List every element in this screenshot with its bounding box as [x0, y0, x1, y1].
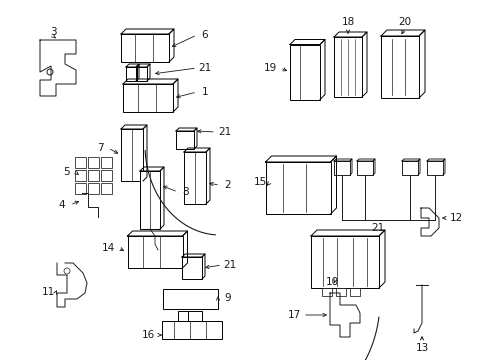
Text: 2: 2: [224, 180, 231, 190]
Bar: [349, 288, 359, 296]
Circle shape: [64, 268, 70, 274]
Text: 21: 21: [223, 260, 236, 270]
Text: 6: 6: [201, 30, 208, 40]
Bar: [333, 161, 349, 175]
Bar: [87, 170, 98, 180]
Text: 3: 3: [50, 27, 56, 37]
Text: 15: 15: [253, 177, 266, 187]
Circle shape: [47, 69, 53, 75]
Bar: [333, 37, 361, 97]
Text: 9: 9: [224, 293, 231, 303]
Bar: [126, 67, 136, 81]
Bar: [321, 288, 331, 296]
Text: 13: 13: [414, 343, 428, 353]
Bar: [176, 131, 194, 149]
Bar: [182, 257, 202, 279]
Bar: [380, 36, 418, 98]
Text: 21: 21: [218, 127, 231, 137]
Text: 19: 19: [263, 63, 276, 73]
Bar: [178, 311, 192, 321]
Bar: [289, 45, 319, 99]
Bar: [121, 34, 169, 62]
Bar: [74, 157, 85, 167]
Bar: [162, 289, 217, 309]
Text: 7: 7: [97, 143, 103, 153]
Bar: [87, 157, 98, 167]
Text: 5: 5: [62, 167, 69, 177]
Bar: [183, 152, 205, 204]
Bar: [162, 321, 222, 339]
Bar: [123, 84, 173, 112]
Bar: [127, 236, 182, 268]
Bar: [187, 311, 202, 321]
Bar: [87, 183, 98, 194]
Text: 21: 21: [370, 223, 384, 233]
Bar: [335, 288, 346, 296]
Bar: [101, 183, 111, 194]
Bar: [101, 157, 111, 167]
Text: 20: 20: [398, 17, 411, 27]
Bar: [137, 67, 147, 81]
Bar: [356, 161, 372, 175]
Text: 17: 17: [287, 310, 300, 320]
Bar: [426, 161, 442, 175]
Text: 4: 4: [59, 200, 65, 210]
Bar: [310, 236, 378, 288]
Bar: [101, 170, 111, 180]
Bar: [140, 171, 160, 229]
Text: 10: 10: [325, 277, 338, 287]
Text: 1: 1: [201, 87, 208, 97]
Text: 18: 18: [341, 17, 354, 27]
Bar: [121, 129, 142, 181]
Bar: [401, 161, 417, 175]
Bar: [265, 162, 330, 214]
Text: 21: 21: [198, 63, 211, 73]
Bar: [74, 183, 85, 194]
Text: 16: 16: [141, 330, 154, 340]
Text: 11: 11: [41, 287, 55, 297]
Text: 12: 12: [448, 213, 462, 223]
Bar: [74, 170, 85, 180]
Text: 14: 14: [101, 243, 114, 253]
Text: 8: 8: [183, 187, 189, 197]
